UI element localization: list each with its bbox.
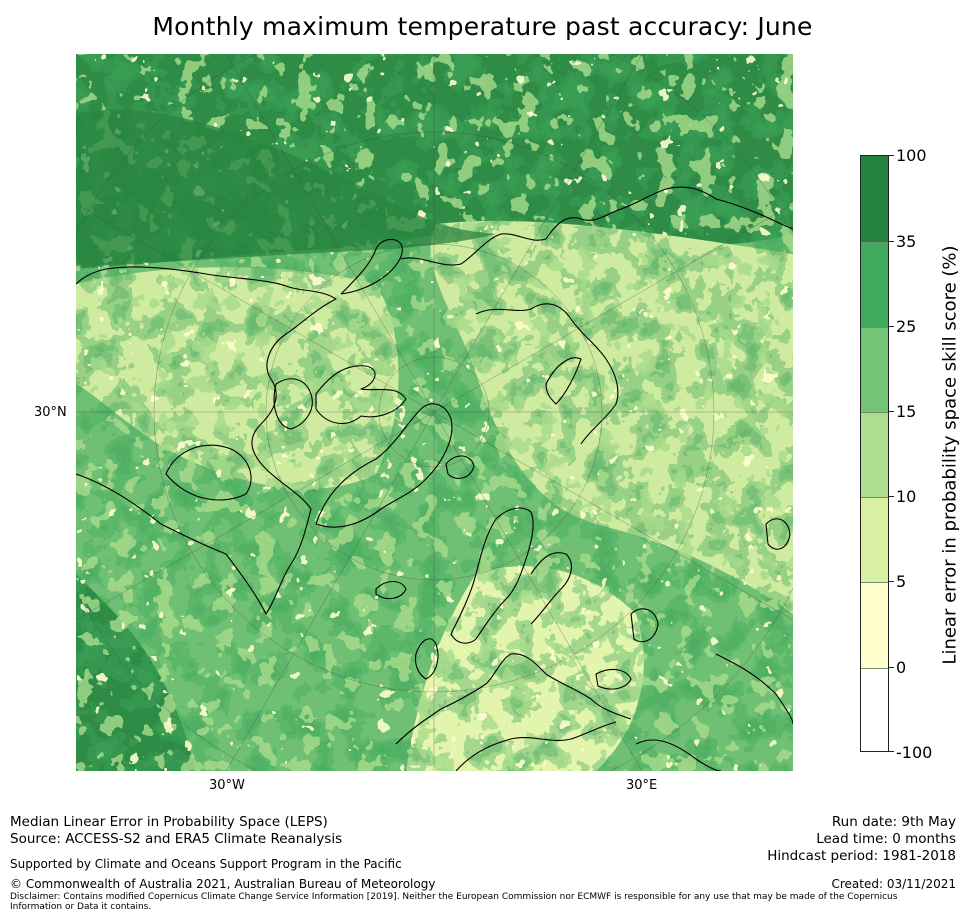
colorbar-tick-label: 15 bbox=[896, 402, 917, 421]
field-dark-ocean-core bbox=[76, 109, 496, 266]
colorbar-bin-5-10 bbox=[861, 497, 888, 582]
colorbar-tick-label: 25 bbox=[896, 317, 917, 336]
colorbar-tick bbox=[889, 581, 894, 582]
coast-novaya-zemlya bbox=[545, 357, 582, 405]
colorbar-tick bbox=[889, 496, 894, 497]
coast-hudson-bay bbox=[165, 444, 252, 501]
coast-middle-east bbox=[635, 739, 722, 771]
colorbar-bin-15-25 bbox=[861, 327, 888, 412]
footer-copyright: © Commonwealth of Australia 2021, Austra… bbox=[10, 877, 436, 891]
lon-label-30e: 30°E bbox=[626, 778, 658, 793]
coastlines bbox=[76, 186, 793, 771]
coast-black-sea bbox=[595, 668, 632, 690]
coast-scandinavia bbox=[450, 507, 534, 644]
colorbar-tick bbox=[889, 155, 894, 156]
coast-caspian bbox=[630, 608, 659, 643]
coast-east-asia bbox=[715, 653, 793, 725]
skill-score-map bbox=[76, 54, 793, 771]
colorbar-tick-label: 35 bbox=[896, 232, 917, 251]
colorbar-bin-0-5 bbox=[861, 582, 888, 668]
colorbar-tick bbox=[889, 667, 894, 668]
colorbar bbox=[860, 155, 889, 752]
footer-lead-time: Lead time: 0 months bbox=[816, 831, 956, 847]
coast-britain bbox=[414, 638, 439, 680]
colorbar-bin-10-15 bbox=[861, 412, 888, 497]
lon-label-30w: 30°W bbox=[209, 778, 245, 793]
colorbar-tick bbox=[889, 411, 894, 412]
map-title: Monthly maximum temperature past accurac… bbox=[152, 12, 813, 41]
coast-north-america bbox=[76, 266, 337, 615]
colorbar-tick-label: -100 bbox=[896, 743, 933, 762]
colorbar-tick-label: 0 bbox=[896, 658, 907, 677]
lat-label-30n: 30°N bbox=[34, 405, 67, 420]
coast-baltic bbox=[530, 552, 572, 625]
colorbar-bin-25-35 bbox=[861, 242, 888, 327]
footer-run-date: Run date: 9th May bbox=[831, 814, 956, 830]
colorbar-tick-label: 10 bbox=[896, 487, 917, 506]
colorbar-bin-neg100-0 bbox=[861, 668, 888, 751]
coast-mediterranean bbox=[455, 721, 617, 771]
footer-source-line: Source: ACCESS-S2 and ERA5 Climate Reana… bbox=[10, 831, 343, 847]
footer-created: Created: 03/11/2021 bbox=[831, 877, 956, 891]
footer-supported: Supported by Climate and Oceans Support … bbox=[10, 857, 402, 871]
colorbar-tick bbox=[889, 326, 894, 327]
coast-europe bbox=[395, 653, 632, 745]
coast-japan bbox=[765, 518, 791, 550]
footer-hindcast: Hindcast period: 1981-2018 bbox=[767, 848, 956, 864]
coast-baffin bbox=[273, 378, 313, 430]
colorbar-title: Linear error in probability space skill … bbox=[939, 245, 961, 665]
coast-russia-arctic bbox=[475, 303, 619, 445]
colorbar-tick-label: 100 bbox=[896, 146, 927, 165]
coast-svalbard bbox=[445, 455, 475, 479]
colorbar-tick-label: 5 bbox=[896, 572, 907, 591]
colorbar-tick bbox=[889, 751, 894, 752]
footer-leps-line: Median Linear Error in Probability Space… bbox=[10, 814, 328, 830]
footer-disclaimer: Disclaimer: Contains modified Copernicus… bbox=[10, 892, 898, 912]
coast-arctic-islands bbox=[315, 365, 407, 425]
coast-siberia bbox=[400, 186, 793, 266]
coast-alaska bbox=[340, 238, 403, 295]
colorbar-tick bbox=[889, 241, 894, 242]
graticule bbox=[76, 54, 793, 771]
colorbar-bin-35-100 bbox=[861, 156, 888, 242]
coast-iceland bbox=[375, 580, 407, 600]
coast-greenland bbox=[315, 403, 453, 528]
